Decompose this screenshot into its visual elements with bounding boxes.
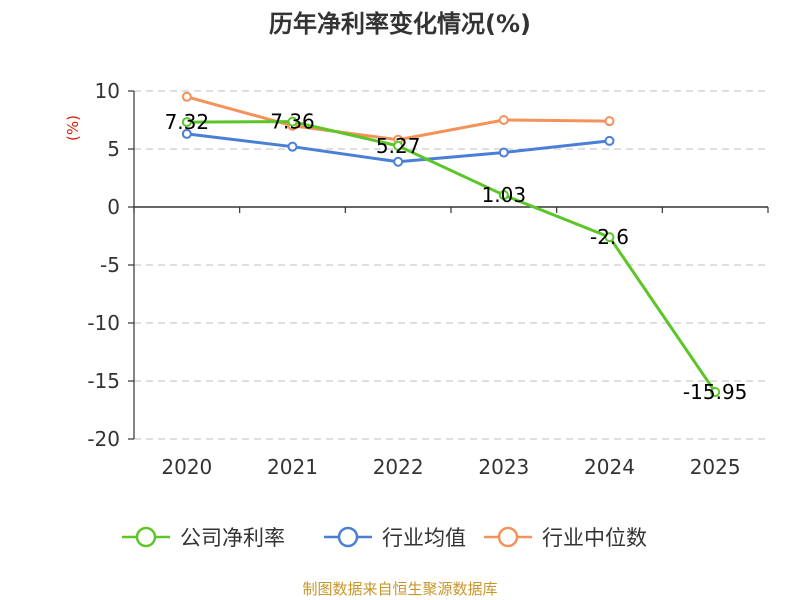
y-tick-label: -20	[87, 427, 120, 451]
data-point	[710, 387, 721, 398]
legend-label: 行业均值	[382, 526, 466, 550]
legend-label: 行业中位数	[542, 526, 647, 550]
data-point	[287, 116, 298, 127]
data-label: 7.32	[165, 110, 210, 134]
data-point	[604, 135, 615, 146]
legend-item[interactable]: 公司净利率	[122, 526, 285, 550]
x-tick-label: 2024	[584, 455, 635, 479]
legend-marker-icon	[497, 526, 519, 548]
y-tick-label: -15	[87, 369, 120, 393]
legend-marker-icon	[337, 526, 359, 548]
data-point	[498, 115, 509, 125]
x-tick-label: 2025	[690, 455, 741, 479]
axes: 10 5 0 -5 -10 -15 -20 2020 2021 2022 2023 2024 2025	[87, 79, 769, 479]
data-point	[181, 128, 192, 139]
legend-item[interactable]: 行业中位数	[484, 526, 647, 550]
data-point	[393, 156, 404, 167]
y-axis-unit-label: (%)	[64, 115, 82, 141]
y-tick-label: 5	[107, 137, 120, 161]
data-point	[498, 190, 509, 201]
data-label: 1.03	[482, 183, 527, 207]
data-label: 7.36	[270, 110, 315, 134]
data-point	[498, 147, 509, 158]
data-point	[181, 117, 192, 128]
y-tick-label: 0	[107, 195, 120, 219]
legend-label: 公司净利率	[180, 526, 285, 550]
data-label: 5.27	[376, 134, 421, 158]
data-label: -2.6	[590, 225, 629, 249]
y-tick-label: 10	[95, 79, 120, 103]
legend-marker-icon	[135, 526, 157, 548]
x-tick-label: 2021	[267, 455, 318, 479]
legend[interactable]: 公司净利率 行业均值 行业中位数	[122, 526, 647, 550]
data-label: -15.95	[683, 380, 747, 404]
x-tick-label: 2023	[478, 455, 529, 479]
data-point	[393, 140, 404, 151]
x-tick-label: 2020	[161, 455, 212, 479]
y-tick-label: -5	[100, 253, 120, 277]
gridlines	[134, 90, 768, 440]
data-labels: 7.32 7.36 5.27 1.03 -2.6 -15.95	[165, 110, 748, 404]
series-line	[186, 120, 717, 393]
legend-item[interactable]: 行业均值	[324, 526, 466, 550]
source-note: 制图数据来自恒生聚源数据库	[302, 580, 497, 598]
data-point	[181, 91, 192, 102]
x-tick-label: 2022	[373, 455, 424, 479]
data-point	[287, 141, 298, 152]
data-point	[604, 116, 615, 127]
chart-title: 历年净利率变化情况(%)	[269, 10, 531, 38]
data-point	[604, 232, 615, 243]
series-lines	[181, 91, 721, 398]
y-tick-label: -10	[87, 311, 120, 335]
